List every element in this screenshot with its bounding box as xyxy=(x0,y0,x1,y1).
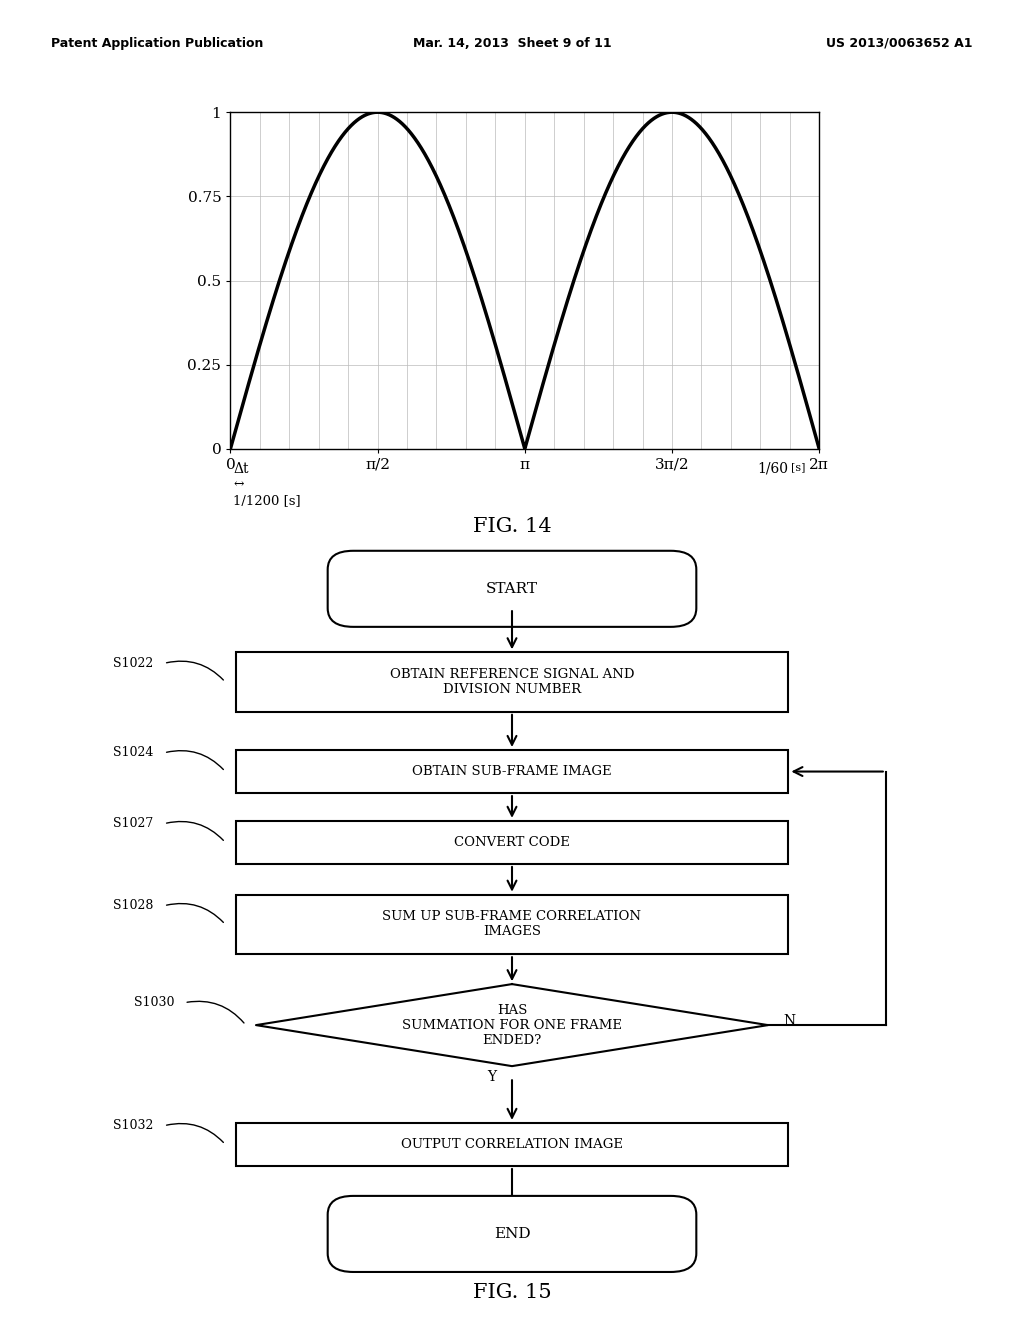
Text: S1022: S1022 xyxy=(114,657,154,669)
Text: Δt: Δt xyxy=(233,462,249,477)
Text: 1/1200 [s]: 1/1200 [s] xyxy=(233,494,301,507)
Text: END: END xyxy=(494,1226,530,1241)
Text: S1032: S1032 xyxy=(114,1119,154,1133)
Text: OBTAIN REFERENCE SIGNAL AND
DIVISION NUMBER: OBTAIN REFERENCE SIGNAL AND DIVISION NUM… xyxy=(390,668,634,696)
Text: HAS
SUMMATION FOR ONE FRAME
ENDED?: HAS SUMMATION FOR ONE FRAME ENDED? xyxy=(402,1003,622,1047)
Text: US 2013/0063652 A1: US 2013/0063652 A1 xyxy=(826,37,973,50)
Text: Patent Application Publication: Patent Application Publication xyxy=(51,37,263,50)
FancyBboxPatch shape xyxy=(236,895,788,954)
Text: N: N xyxy=(783,1014,796,1028)
Text: FIG. 15: FIG. 15 xyxy=(473,1283,551,1302)
FancyBboxPatch shape xyxy=(328,1196,696,1272)
Text: [s]: [s] xyxy=(791,462,805,473)
FancyBboxPatch shape xyxy=(236,750,788,793)
FancyBboxPatch shape xyxy=(236,821,788,865)
Text: Mar. 14, 2013  Sheet 9 of 11: Mar. 14, 2013 Sheet 9 of 11 xyxy=(413,37,611,50)
Text: START: START xyxy=(486,582,538,595)
Text: FIG. 14: FIG. 14 xyxy=(473,517,551,536)
Text: OUTPUT CORRELATION IMAGE: OUTPUT CORRELATION IMAGE xyxy=(401,1138,623,1151)
Text: SUM UP SUB-FRAME CORRELATION
IMAGES: SUM UP SUB-FRAME CORRELATION IMAGES xyxy=(383,911,641,939)
FancyBboxPatch shape xyxy=(236,1123,788,1166)
Text: Y: Y xyxy=(487,1069,496,1084)
Text: 1/60: 1/60 xyxy=(758,462,788,477)
Text: ↔: ↔ xyxy=(233,478,244,491)
Text: S1030: S1030 xyxy=(133,997,174,1010)
Text: CONVERT CODE: CONVERT CODE xyxy=(454,836,570,849)
Text: S1027: S1027 xyxy=(114,817,154,830)
Polygon shape xyxy=(256,985,768,1067)
FancyBboxPatch shape xyxy=(328,550,696,627)
FancyBboxPatch shape xyxy=(236,652,788,711)
Text: S1024: S1024 xyxy=(114,746,154,759)
Text: OBTAIN SUB-FRAME IMAGE: OBTAIN SUB-FRAME IMAGE xyxy=(413,766,611,777)
Text: S1028: S1028 xyxy=(114,899,154,912)
